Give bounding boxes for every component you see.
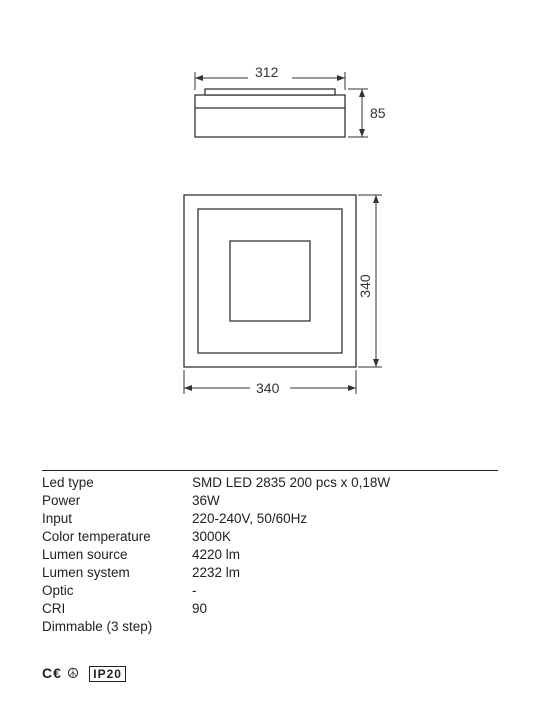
spec-label: Color temperature [42, 527, 192, 545]
spec-row: Lumen system2232 lm [42, 563, 498, 581]
spec-value: 220-240V, 50/60Hz [192, 509, 498, 527]
dim-340-h: 340 [256, 380, 280, 396]
spec-row: Lumen source4220 lm [42, 545, 498, 563]
spec-row: CRI90 [42, 599, 498, 617]
dim-340-v: 340 [357, 274, 373, 298]
spec-table: Led typeSMD LED 2835 200 pcs x 0,18WPowe… [42, 470, 498, 635]
spec-value: SMD LED 2835 200 pcs x 0,18W [192, 473, 498, 491]
spec-row: Color temperature3000K [42, 527, 498, 545]
spec-label: Dimmable (3 step) [42, 617, 192, 635]
dim-top: 312 [195, 64, 345, 90]
spec-value [192, 617, 498, 635]
spec-label: Led type [42, 473, 192, 491]
front-view [184, 195, 356, 367]
spec-value: - [192, 581, 498, 599]
dim-312: 312 [255, 64, 279, 80]
dim-front-height: 340 [357, 195, 382, 367]
dim-front-width: 340 [184, 370, 356, 396]
spec-label: Lumen system [42, 563, 192, 581]
spec-value: 2232 lm [192, 563, 498, 581]
spec-row: Power36W [42, 491, 498, 509]
spec-label: Input [42, 509, 192, 527]
ip-rating: IP20 [89, 666, 126, 682]
side-view [195, 89, 345, 137]
spec-value: 4220 lm [192, 545, 498, 563]
spec-row: Dimmable (3 step) [42, 617, 498, 635]
spec-label: Optic [42, 581, 192, 599]
datasheet-page: 312 85 340 [0, 0, 540, 720]
spec-value: 3000K [192, 527, 498, 545]
spec-row: Optic- [42, 581, 498, 599]
spec-row: Input220-240V, 50/60Hz [42, 509, 498, 527]
dim-85: 85 [370, 105, 386, 121]
rohs-mark: ☮ [67, 665, 81, 681]
cert-row: C€ ☮ IP20 [42, 665, 126, 682]
spec-row: Led typeSMD LED 2835 200 pcs x 0,18W [42, 473, 498, 491]
spec-label: CRI [42, 599, 192, 617]
spec-value: 36W [192, 491, 498, 509]
spec-label: Lumen source [42, 545, 192, 563]
dim-side-height: 85 [348, 89, 386, 137]
spec-value: 90 [192, 599, 498, 617]
spec-label: Power [42, 491, 192, 509]
ce-mark: C€ [42, 665, 62, 681]
technical-drawing: 312 85 340 [0, 0, 540, 460]
